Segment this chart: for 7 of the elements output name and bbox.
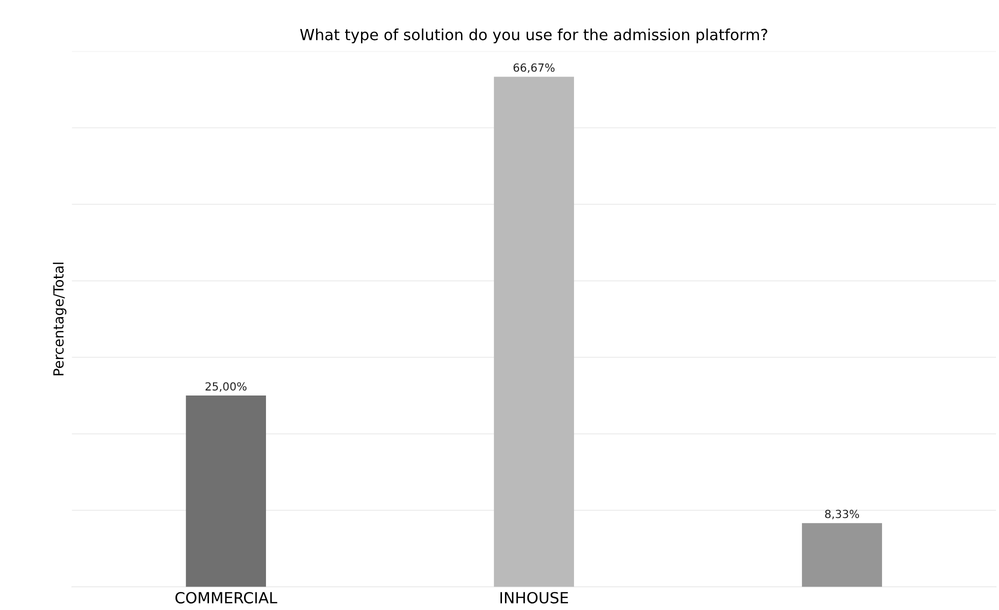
x-tick-label: COMMERCIAL: [175, 592, 278, 604]
y-axis-title: Percentage/Total: [52, 262, 66, 376]
x-tick-label: INHOUSE: [500, 592, 568, 604]
chart-title: What type of solution do you use for the admission platform?: [300, 28, 768, 44]
data-label: 66,67%: [514, 63, 555, 73]
data-label: 8,33%: [825, 510, 860, 520]
data-label: 25,00%: [206, 382, 247, 392]
